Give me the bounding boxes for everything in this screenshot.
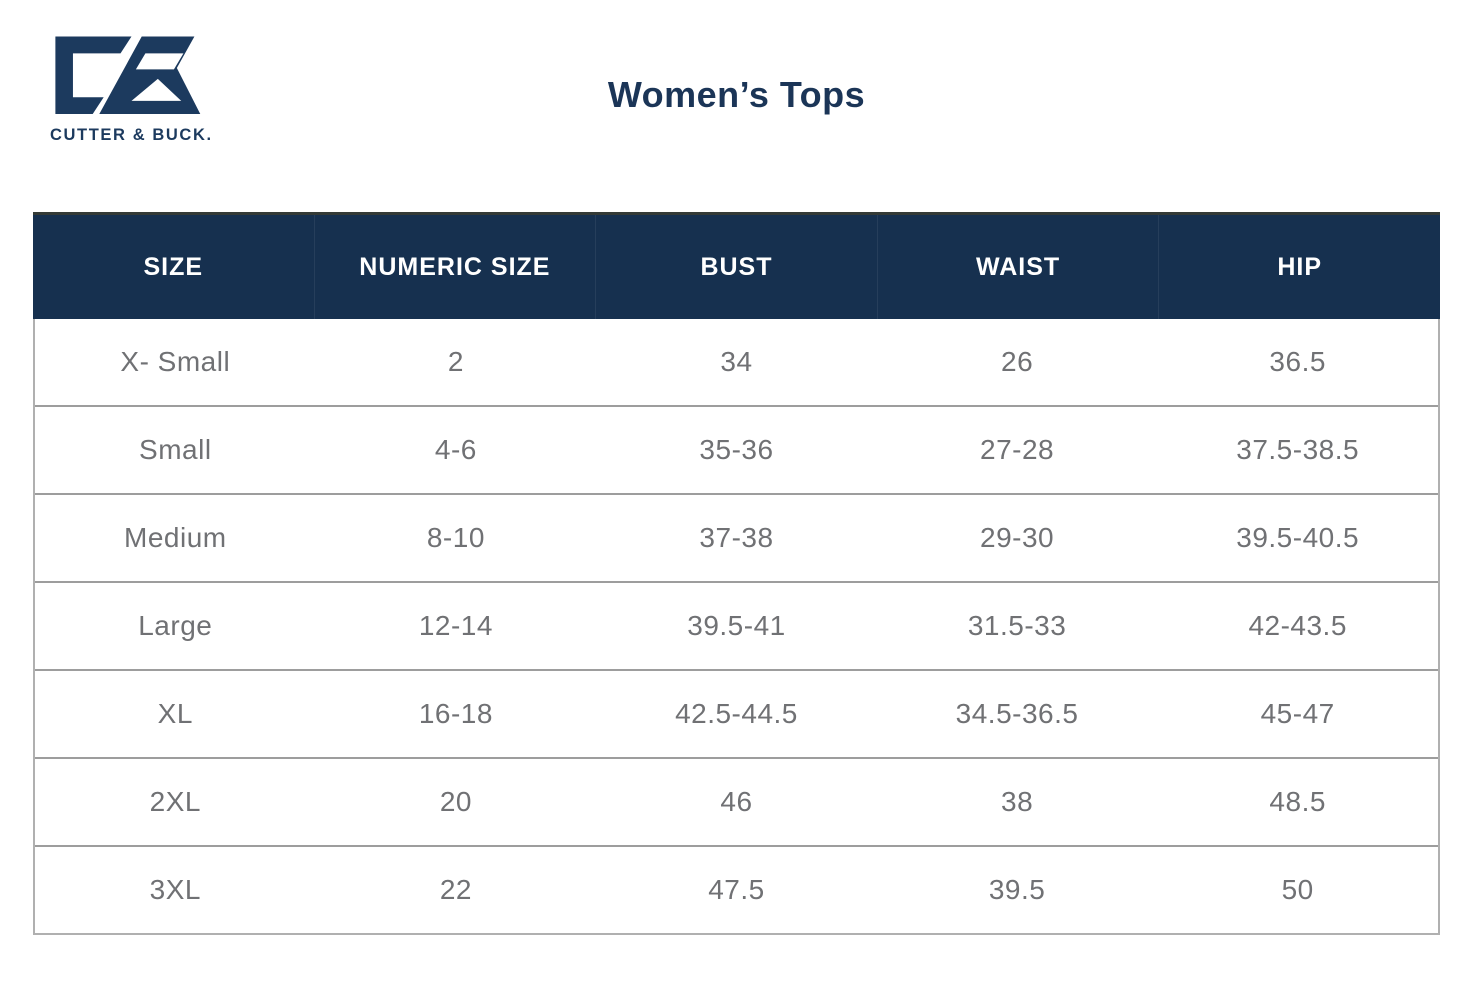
measurement-cell: 39.5-41 bbox=[687, 610, 786, 641]
table-row: 2XL 20 46 38 48.5 bbox=[35, 757, 1438, 845]
measurement-cell: 20 bbox=[439, 786, 472, 817]
table-header-row: SIZE NUMERIC SIZE BUST WAIST HIP bbox=[33, 212, 1440, 319]
size-label-cell: Medium bbox=[124, 522, 227, 553]
table-row: XL 16-18 42.5-44.5 34.5-36.5 45-47 bbox=[35, 669, 1438, 757]
measurement-cell: 39.5-40.5 bbox=[1236, 522, 1360, 553]
measurement-cell: 48.5 bbox=[1269, 786, 1326, 817]
brand-name: CUTTER & BUCK. bbox=[50, 126, 213, 144]
measurement-cell: 12-14 bbox=[418, 610, 493, 641]
page-header: CUTTER & BUCK. Women’s Tops bbox=[0, 0, 1473, 212]
measurement-cell: 42-43.5 bbox=[1248, 610, 1347, 641]
measurement-cell: 50 bbox=[1281, 874, 1314, 905]
measurement-cell: 8-10 bbox=[426, 522, 485, 553]
size-label-cell: XL bbox=[157, 698, 193, 729]
measurement-cell: 37-38 bbox=[699, 522, 774, 553]
measurement-cell: 16-18 bbox=[418, 698, 493, 729]
measurement-cell: 34.5-36.5 bbox=[955, 698, 1079, 729]
measurement-cell: 2 bbox=[447, 346, 464, 377]
cutter-buck-logo-icon bbox=[55, 36, 201, 115]
table-row: 3XL 22 47.5 39.5 50 bbox=[35, 845, 1438, 933]
measurement-cell: 38 bbox=[1001, 786, 1034, 817]
measurement-cell: 42.5-44.5 bbox=[675, 698, 798, 729]
size-label-cell: Large bbox=[138, 610, 213, 641]
measurement-cell: 26 bbox=[1001, 346, 1034, 377]
measurement-cell: 34 bbox=[720, 346, 753, 377]
table-row: Small 4-6 35-36 27-28 37.5-38.5 bbox=[35, 405, 1438, 493]
column-header-hip: HIP bbox=[1158, 215, 1440, 319]
measurement-cell: 29-30 bbox=[980, 522, 1055, 553]
column-header-size: SIZE bbox=[143, 252, 204, 281]
measurement-cell: 39.5 bbox=[988, 874, 1046, 905]
table-row: Large 12-14 39.5-41 31.5-33 42-43.5 bbox=[35, 581, 1438, 669]
measurement-cell: 46 bbox=[720, 786, 753, 817]
measurement-cell: 36.5 bbox=[1269, 346, 1326, 377]
size-label-cell: X- Small bbox=[120, 346, 231, 377]
measurement-cell: 31.5-33 bbox=[967, 610, 1067, 641]
page-title: Women’s Tops bbox=[607, 74, 866, 115]
brand-block: CUTTER & BUCK. bbox=[50, 34, 213, 145]
size-label-cell: 3XL bbox=[149, 874, 201, 905]
measurement-cell: 35-36 bbox=[699, 434, 774, 465]
measurement-cell: 22 bbox=[439, 874, 472, 905]
table-row: X- Small 2 34 26 36.5 bbox=[35, 319, 1438, 405]
size-label-cell: Small bbox=[139, 434, 212, 465]
column-header-numeric-size: NUMERIC SIZE bbox=[313, 215, 596, 319]
column-header-waist: WAIST bbox=[876, 215, 1159, 319]
measurement-cell: 45-47 bbox=[1260, 698, 1335, 729]
measurement-cell: 47.5 bbox=[708, 874, 765, 905]
size-chart-table: SIZE NUMERIC SIZE BUST WAIST HIP X- Small 2 34… bbox=[33, 212, 1440, 935]
measurement-cell: 27-28 bbox=[980, 434, 1055, 465]
table-body: X- Small 2 34 26 36.5 Small 4-6 35-36 27-28 37.5-… bbox=[33, 319, 1440, 935]
measurement-cell: 37.5-38.5 bbox=[1236, 434, 1360, 465]
measurement-cell: 4-6 bbox=[434, 434, 477, 465]
table-row: Medium 8-10 37-38 29-30 39.5-40.5 bbox=[35, 493, 1438, 581]
column-header-bust: BUST bbox=[595, 215, 877, 319]
size-label-cell: 2XL bbox=[149, 786, 201, 817]
